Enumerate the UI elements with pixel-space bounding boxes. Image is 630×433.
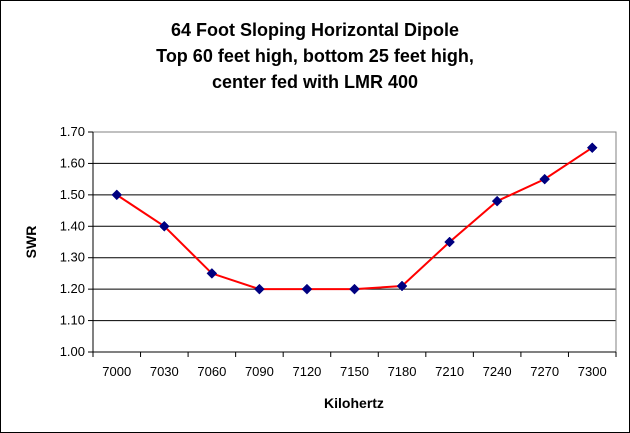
x-tick-label: 7210	[435, 364, 464, 379]
data-point-marker	[586, 142, 598, 154]
y-tick-label: 1.50	[60, 187, 85, 202]
x-tick-label: 7030	[150, 364, 179, 379]
x-axis-title: Kilohertz	[324, 395, 384, 411]
x-tick-label: 7120	[292, 364, 321, 379]
x-tick-label: 7060	[197, 364, 226, 379]
y-tick-label: 1.10	[60, 313, 85, 328]
y-tick-label: 1.60	[60, 155, 85, 170]
x-tick-label: 7150	[340, 364, 369, 379]
x-tick-label: 7180	[388, 364, 417, 379]
chart-title-line-2: Top 60 feet high, bottom 25 feet high,	[156, 46, 474, 66]
gridlines	[93, 162, 616, 322]
data-point-marker	[111, 189, 123, 201]
series-line	[116, 146, 593, 291]
y-axis-title: SWR	[23, 226, 39, 259]
data-point-marker	[349, 283, 360, 295]
x-tick-label: 7090	[245, 364, 274, 379]
data-point-marker	[301, 283, 313, 295]
x-tick-label: 7300	[578, 364, 607, 379]
data-point-marker	[254, 283, 265, 295]
data-point-marker	[491, 195, 503, 207]
axes	[88, 131, 617, 357]
data-point-marker	[444, 236, 455, 248]
x-tick-label: 7000	[102, 364, 131, 379]
data-point-marker	[158, 220, 170, 232]
x-tick-label: 7270	[530, 364, 559, 379]
y-tick-label: 1.40	[60, 218, 85, 233]
y-tick-label: 1.30	[60, 250, 85, 265]
tick-labels: 1.00 1.10 1.20 1.30 1.40 1.50 1.60 1.70 7000 7030…	[60, 124, 607, 379]
y-tick-label: 1.70	[60, 124, 85, 139]
data-point-marker	[396, 280, 408, 292]
chart-title-line-1: 64 Foot Sloping Horizontal Dipole	[171, 20, 459, 40]
data-point-marker	[539, 173, 551, 185]
y-tick-label: 1.00	[60, 344, 85, 359]
data-point-marker	[206, 268, 218, 279]
plot-area	[92, 131, 617, 353]
y-tick-label: 1.20	[60, 281, 85, 296]
chart-title-line-3: center fed with LMR 400	[211, 72, 419, 92]
series-swr	[111, 142, 598, 295]
x-tick-label: 7240	[483, 364, 512, 379]
